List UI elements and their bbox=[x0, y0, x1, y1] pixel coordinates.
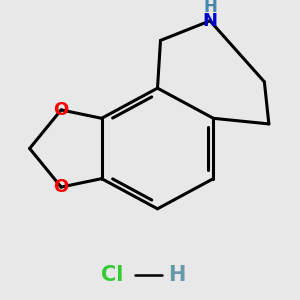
Text: Cl: Cl bbox=[101, 265, 124, 285]
Text: O: O bbox=[53, 178, 69, 196]
Text: O: O bbox=[53, 101, 69, 119]
Text: N: N bbox=[202, 12, 217, 30]
Text: H: H bbox=[203, 0, 217, 16]
Text: H: H bbox=[168, 265, 186, 285]
